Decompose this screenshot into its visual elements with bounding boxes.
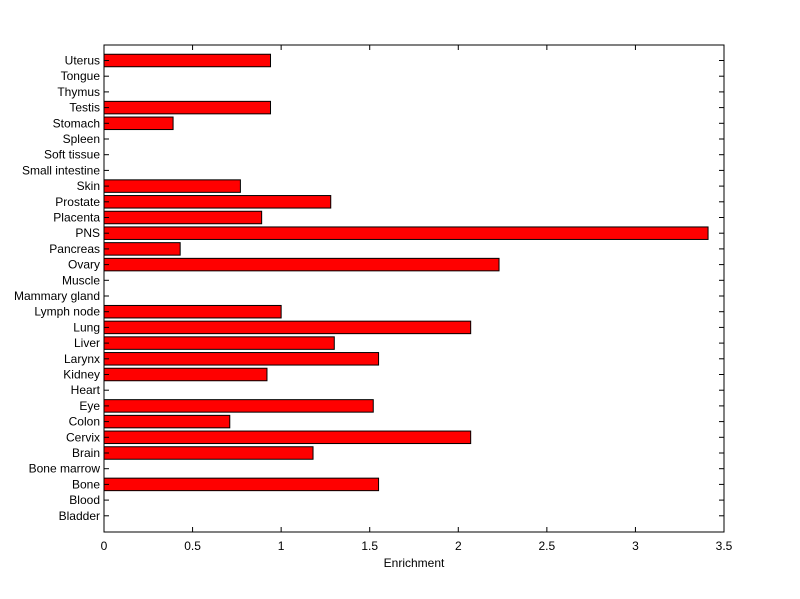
y-tick-label-stomach: Stomach: [53, 116, 100, 130]
y-tick-label-kidney: Kidney: [63, 368, 100, 382]
y-tick-label-soft-tissue: Soft tissue: [44, 148, 100, 162]
bar-lymph-node: [103, 304, 282, 319]
bar-larynx: [103, 352, 380, 366]
bar-brain: [103, 446, 314, 460]
bar-uterus: [103, 53, 272, 68]
x-tick-label: 1: [278, 539, 285, 553]
bar-cervix: [103, 430, 472, 445]
y-tick-label-muscle: Muscle: [62, 273, 100, 287]
y-tick-label-pns: PNS: [75, 226, 100, 240]
y-tick-label-cervix: Cervix: [66, 430, 100, 444]
y-tick-label-small-intestine: Small intestine: [22, 163, 100, 177]
bar-pns: [103, 226, 709, 240]
y-tick-label-uterus: Uterus: [65, 54, 100, 68]
bar-bone: [103, 477, 380, 492]
y-tick-label-heart: Heart: [71, 383, 101, 397]
bar-colon: [103, 414, 231, 429]
y-tick-label-larynx: Larynx: [64, 352, 100, 366]
y-tick-label-testis: Testis: [69, 101, 100, 115]
bar-eye: [103, 399, 374, 413]
x-tick-label: 3: [632, 539, 639, 553]
x-tick-label: 1.5: [361, 539, 378, 553]
bar-testis: [103, 100, 272, 115]
y-tick-label-lung: Lung: [73, 320, 100, 334]
bar-ovary: [103, 257, 500, 272]
y-tick-label-bone-marrow: Bone marrow: [29, 462, 101, 476]
y-tick-label-thymus: Thymus: [57, 85, 100, 99]
bar-lung: [103, 320, 472, 335]
y-tick-label-tongue: Tongue: [61, 69, 101, 83]
y-tick-label-placenta: Placenta: [53, 211, 100, 225]
y-tick-label-eye: Eye: [79, 399, 100, 413]
y-tick-label-liver: Liver: [74, 336, 100, 350]
y-tick-label-skin: Skin: [77, 179, 100, 193]
y-tick-label-pancreas: Pancreas: [49, 242, 100, 256]
bar-prostate: [103, 195, 332, 209]
bars-group: [103, 53, 709, 492]
y-tick-label-blood: Blood: [69, 493, 100, 507]
bar-pancreas: [103, 242, 181, 256]
y-tick-label-ovary: Ovary: [68, 258, 100, 272]
y-tick-label-brain: Brain: [72, 446, 100, 460]
x-tick-label: 3.5: [716, 539, 733, 553]
x-tick-label: 0.5: [184, 539, 201, 553]
bar-skin: [103, 179, 241, 193]
bar-placenta: [103, 210, 263, 225]
x-tick-label: 2.5: [539, 539, 556, 553]
x-tick-label: 2: [455, 539, 462, 553]
y-tick-label-colon: Colon: [69, 415, 100, 429]
x-tick-label: 0: [101, 539, 108, 553]
y-tick-label-mammary-gland: Mammary gland: [14, 289, 100, 303]
y-tick-label-lymph-node: Lymph node: [34, 305, 100, 319]
x-ticks-group: 0 0.5 1 1.5 2 2.5 3 3.5: [101, 45, 733, 553]
y-tick-label-bone: Bone: [72, 477, 100, 491]
bar-kidney: [103, 367, 268, 382]
x-axis-label: Enrichment: [384, 556, 445, 570]
y-tick-label-prostate: Prostate: [55, 195, 100, 209]
bar-stomach: [103, 116, 174, 131]
y-tick-label-spleen: Spleen: [63, 132, 100, 146]
bar-liver: [103, 336, 335, 350]
y-tick-label-bladder: Bladder: [59, 509, 100, 523]
